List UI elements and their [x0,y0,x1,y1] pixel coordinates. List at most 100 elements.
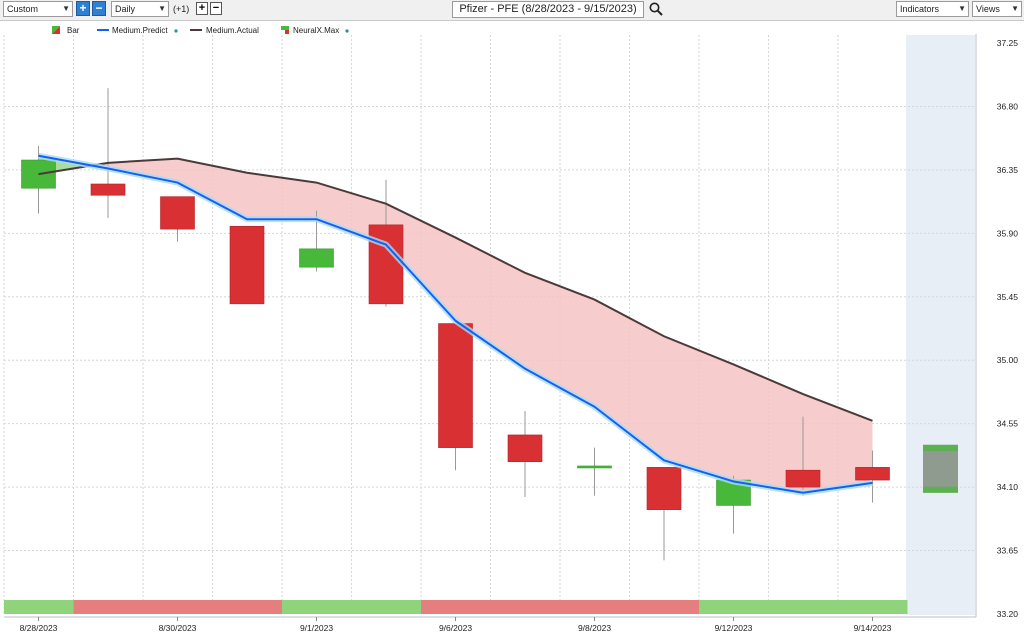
forecast-bar [923,444,958,493]
x-axis-ticks: 8/28/2023 8/30/2023 9/1/2023 9/6/2023 9/8/20… [20,617,892,633]
x-tick-label: 9/8/2023 [578,623,611,633]
forecast-region [906,35,975,615]
medium-predict-line [38,154,873,494]
signal-strip-segment [560,600,630,614]
toolbar: Custom ▼ + − Daily ▼ (+1) + − Pfizer - P… [0,0,1024,21]
candle-body [160,196,195,230]
candles [21,88,890,561]
signal-strip-segment [73,600,143,614]
signal-strip-segment [212,600,282,614]
candle [646,467,682,561]
forecast-bar-body [923,444,958,493]
y-tick-label: 36.35 [997,165,1019,175]
views-label: Views [976,4,1000,14]
y-tick-label: 37.25 [997,38,1019,48]
candle [229,225,265,305]
minus-icon: − [95,1,103,15]
candle-body [577,465,612,469]
y-tick-label: 34.55 [997,419,1019,429]
range-select[interactable]: Custom ▼ [3,1,73,17]
signal-strip-segment [282,600,352,614]
chevron-down-icon: ▼ [958,4,966,13]
indicators-select[interactable]: Indicators ▼ [896,1,969,17]
signal-strip-segment [838,600,908,614]
candle [438,323,473,471]
x-tick-label: 9/14/2023 [854,623,892,633]
candle [21,145,56,214]
signal-strip-segment [699,600,769,614]
candle [785,416,821,496]
candle [160,196,195,242]
candle-body [507,434,543,463]
search-icon[interactable] [648,1,664,17]
y-tick-label: 36.80 [997,101,1019,111]
candle-body [785,469,821,488]
chevron-down-icon: ▼ [158,4,166,13]
y-tick-label: 35.00 [997,355,1019,365]
legend-dot [345,29,349,33]
candle [855,450,890,503]
x-tick-label: 9/6/2023 [439,623,472,633]
chevron-down-icon: ▼ [1011,4,1019,13]
candle [507,410,543,497]
forecast-bar-bottom [923,486,958,493]
legend-dot [174,29,178,33]
range-select-value: Custom [7,4,39,14]
candle [90,88,126,218]
candle-body [299,248,334,268]
legend-label-medium-predict: Medium.Predict [112,26,168,35]
medium-actual-line [38,157,873,422]
y-tick-label: 33.20 [997,609,1019,619]
neuralx-swatch-icon-lower [285,30,289,34]
offset-increase-button[interactable]: + [196,2,208,15]
y-tick-label: 35.90 [997,228,1019,238]
indicators-label: Indicators [900,4,940,14]
legend-label-neuralx-max: NeuralX.Max [293,26,339,35]
offset-decrease-button[interactable]: − [210,2,222,15]
price-chart[interactable]: Bar Medium.Predict Medium.Actual NeuralX… [0,20,1024,639]
y-tick-label: 34.10 [997,482,1019,492]
minus-icon: − [212,2,220,14]
y-axis-ticks: 37.25 36.80 36.35 35.90 35.45 35.00 34.55 34.10… [997,38,1019,619]
signal-strip-segment [4,600,74,614]
neuralx-swatch-icon [281,26,289,30]
chevron-down-icon: ▼ [62,4,70,13]
signal-strip [4,600,908,614]
x-tick-label: 9/12/2023 [715,623,753,633]
signal-strip-segment [768,600,838,614]
neuralx-band-red [91,158,873,493]
period-select[interactable]: Daily ▼ [111,1,169,17]
candle-body [855,467,890,481]
legend-label-bar: Bar [67,26,80,35]
signal-strip-segment [143,600,213,614]
zoom-out-button[interactable]: − [92,1,106,16]
x-tick-label: 8/28/2023 [20,623,58,633]
candle-body [438,323,473,448]
legend-item-medium-actual: Medium.Actual [190,26,259,35]
x-tick-label: 9/1/2023 [300,623,333,633]
plus-icon: + [198,2,206,14]
y-tick-label: 33.65 [997,546,1019,556]
offset-label: (+1) [173,4,190,14]
signal-strip-segment [490,600,560,614]
signal-strip-segment [629,600,699,614]
views-select[interactable]: Views ▼ [972,1,1022,17]
legend: Bar Medium.Predict Medium.Actual NeuralX… [52,26,349,35]
candle-body [368,224,404,305]
legend-label-medium-actual: Medium.Actual [206,26,259,35]
candle-body [646,467,682,510]
y-tick-label: 35.45 [997,292,1019,302]
chart-title-box[interactable]: Pfizer - PFE (8/28/2023 - 9/15/2023) [452,1,644,18]
x-tick-label: 8/30/2023 [159,623,197,633]
candle-body [21,159,56,189]
signal-strip-segment [351,600,421,614]
plus-icon: + [79,1,87,15]
candle-swatch-icon-lower [52,26,60,34]
legend-item-neuralx-max: NeuralX.Max [281,26,349,35]
signal-strip-segment [421,600,491,614]
period-select-value: Daily [115,4,136,14]
candle [577,447,612,496]
zoom-in-button[interactable]: + [76,1,90,16]
candle-body [90,183,126,196]
legend-item-bar: Bar [52,26,80,35]
